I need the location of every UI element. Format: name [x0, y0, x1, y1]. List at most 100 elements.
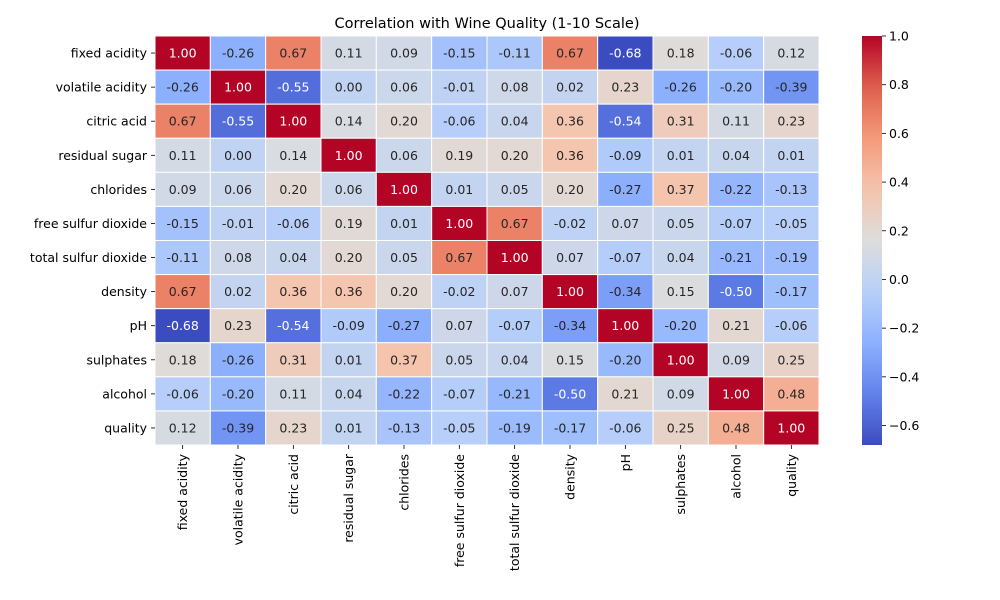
heatmap-cell — [763, 342, 820, 378]
cell-value-label: -0.15 — [443, 46, 475, 61]
cell-value-label: 0.08 — [224, 250, 252, 265]
heatmap-cell — [763, 376, 820, 412]
heatmap-cell — [431, 308, 488, 344]
y-tick-label: sulphates — [86, 352, 147, 367]
cell-value-label: 0.36 — [556, 148, 584, 163]
cell-value-label: 1.00 — [335, 148, 363, 163]
cell-value-label: 0.23 — [611, 80, 639, 95]
heatmap-cell — [431, 35, 488, 71]
heatmap-cell — [707, 171, 765, 207]
cell-value-label: 0.07 — [611, 216, 639, 231]
cell-value-label: 0.05 — [390, 250, 418, 265]
cell-value-label: -0.15 — [166, 216, 198, 231]
cell-value-label: 1.00 — [777, 420, 805, 435]
cell-value-label: 0.19 — [445, 148, 473, 163]
cell-value-label: 0.25 — [777, 352, 805, 367]
colorbar-tick-label: −0.4 — [889, 369, 919, 384]
cell-value-label: -0.55 — [222, 114, 254, 129]
x-tick-label: citric acid — [286, 454, 301, 515]
heatmap-cell — [763, 274, 820, 310]
cell-value-label: 1.00 — [224, 80, 252, 95]
cell-value-label: -0.06 — [720, 46, 752, 61]
cell-value-label: -0.01 — [222, 216, 254, 231]
cell-value-label: 0.23 — [777, 114, 805, 129]
cell-value-label: 0.20 — [335, 250, 363, 265]
cell-value-label: 0.12 — [169, 420, 197, 435]
heatmap-cell — [265, 171, 322, 207]
cell-value-label: 1.00 — [445, 216, 473, 231]
y-tick-label: quality — [104, 420, 147, 435]
cell-value-label: -0.22 — [388, 386, 420, 401]
cell-value-label: -0.09 — [332, 318, 364, 333]
cell-value-label: 0.00 — [224, 148, 252, 163]
cell-value-label: -0.39 — [775, 80, 807, 95]
y-tick-label: alcohol — [102, 386, 147, 401]
heatmap-cell — [763, 205, 820, 242]
cell-value-label: 0.14 — [335, 114, 363, 129]
cell-value-label: -0.06 — [609, 420, 641, 435]
cell-value-label: 0.08 — [501, 80, 529, 95]
cell-value-label: -0.27 — [388, 318, 420, 333]
cell-value-label: -0.13 — [775, 182, 807, 197]
cell-value-label: 1.00 — [169, 46, 197, 61]
heatmap-cell — [652, 35, 709, 71]
cell-value-label: -0.20 — [664, 318, 696, 333]
cell-value-label: 0.05 — [445, 352, 473, 367]
heatmap-cell — [763, 103, 820, 139]
heatmap-cell — [486, 342, 543, 378]
heatmap-cell — [320, 137, 377, 173]
heatmap-cell — [154, 171, 211, 207]
cell-value-label: 0.67 — [501, 216, 529, 231]
cell-value-label: -0.17 — [775, 284, 807, 299]
cell-value-label: -0.06 — [277, 216, 309, 231]
cell-value-label: -0.19 — [775, 250, 807, 265]
cell-value-label: -0.07 — [720, 216, 752, 231]
heatmap-cell — [707, 308, 765, 344]
cell-value-label: 0.21 — [611, 386, 639, 401]
cell-value-label: 0.67 — [279, 46, 307, 61]
cell-value-label: -0.50 — [554, 386, 586, 401]
cell-value-label: 0.25 — [667, 420, 695, 435]
y-tick-label: citric acid — [86, 114, 147, 129]
heatmap-cell — [541, 205, 599, 242]
colorbar: 1.0 0.8 0.6 0.4 0.2 0.0 −0.2 −0.4 −0.6 — [862, 29, 919, 445]
heatmap-cell — [486, 410, 543, 446]
heatmap-cell — [431, 205, 488, 242]
heatmap-cell — [265, 103, 322, 139]
heatmap-cell — [265, 376, 322, 412]
cell-value-label: 0.02 — [224, 284, 252, 299]
cell-value-label: 1.00 — [667, 352, 695, 367]
heatmap-cell — [652, 205, 709, 242]
cell-value-label: 0.01 — [667, 148, 695, 163]
heatmap-cell — [707, 376, 765, 412]
y-tick-label: fixed acidity — [71, 46, 148, 61]
cell-value-label: 0.48 — [777, 386, 805, 401]
heatmap-cell — [375, 103, 433, 139]
cell-value-label: 0.06 — [390, 148, 418, 163]
heatmap-cell — [541, 171, 599, 207]
cell-value-label: -0.26 — [166, 80, 198, 95]
x-tick-label: density — [563, 453, 578, 499]
cell-value-label: 1.00 — [611, 318, 639, 333]
cell-value-label: -0.68 — [166, 318, 198, 333]
cell-value-label: 0.67 — [169, 284, 197, 299]
heatmap-cell — [209, 240, 267, 276]
heatmap-cell — [541, 69, 599, 105]
cell-value-label: 0.20 — [279, 182, 307, 197]
cell-value-label: -0.34 — [554, 318, 586, 333]
heatmap-cell — [763, 410, 820, 446]
cell-value-label: -0.26 — [222, 46, 254, 61]
cell-value-label: 0.07 — [445, 318, 473, 333]
cell-value-label: -0.06 — [775, 318, 807, 333]
cell-value-label: 0.01 — [445, 182, 473, 197]
cell-value-label: 0.20 — [390, 284, 418, 299]
heatmap-cell — [209, 171, 267, 207]
heatmap-cell — [375, 274, 433, 310]
cell-value-label: 0.09 — [169, 182, 197, 197]
x-tick-label: chlorides — [397, 454, 412, 511]
cell-value-label: 0.21 — [722, 318, 750, 333]
cell-value-label: -0.17 — [554, 420, 586, 435]
cell-value-label: 0.67 — [445, 250, 473, 265]
heatmap-cell — [431, 171, 488, 207]
cell-value-label: 0.67 — [556, 46, 584, 61]
